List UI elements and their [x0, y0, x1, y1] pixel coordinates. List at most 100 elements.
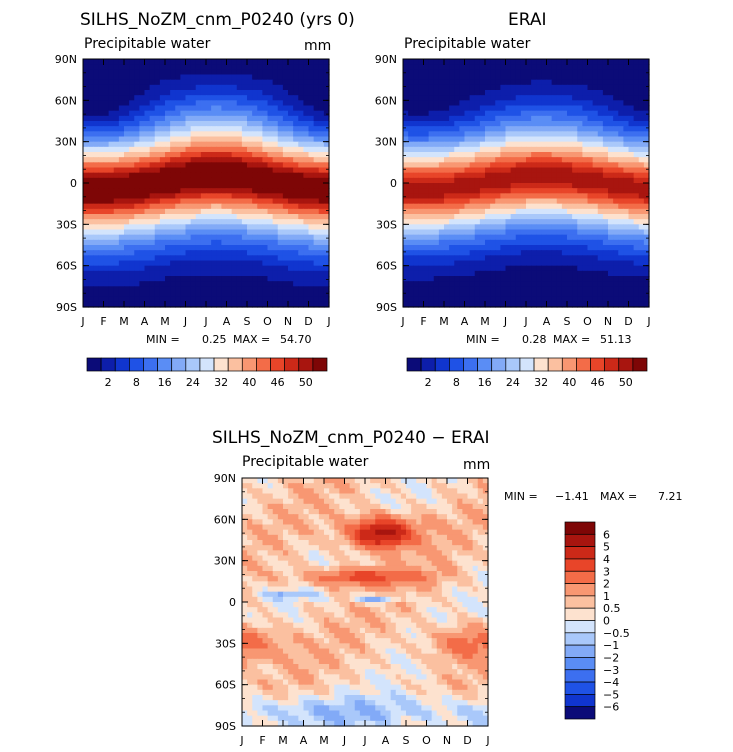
field-cell — [403, 90, 409, 96]
field-cell — [221, 291, 228, 298]
field-cell — [592, 245, 599, 251]
field-cell — [190, 121, 197, 127]
field-cell — [413, 296, 419, 303]
field-cell — [329, 478, 335, 484]
field-cell — [298, 172, 304, 179]
field-cell — [165, 296, 171, 303]
field-cell — [293, 483, 299, 489]
field-cell — [536, 141, 542, 148]
field-cell — [226, 105, 233, 112]
field-cell — [165, 260, 171, 267]
field-cell — [323, 286, 330, 293]
field-cell — [500, 126, 507, 132]
field-cell — [551, 79, 558, 86]
field-cell — [282, 193, 289, 200]
field-cell — [403, 198, 409, 205]
field-cell — [226, 208, 233, 215]
field-cell — [288, 69, 294, 76]
field-cell — [592, 286, 599, 293]
field-cell — [597, 198, 604, 205]
field-cell — [520, 219, 527, 225]
field-cell — [444, 219, 450, 225]
field-cell — [618, 203, 624, 210]
field-cell — [149, 255, 156, 262]
field-cell — [149, 121, 156, 127]
field-cell — [520, 69, 527, 76]
field-cell — [638, 121, 645, 127]
field-cell — [628, 250, 635, 256]
field-cell — [546, 177, 553, 184]
field-cell — [505, 79, 512, 86]
field-cell — [231, 110, 238, 117]
field-cell — [303, 270, 310, 277]
field-cell — [134, 79, 140, 86]
field-cell — [469, 250, 476, 256]
field-cell — [526, 229, 532, 236]
field-cell — [134, 245, 140, 251]
field-cell — [113, 172, 120, 179]
field-cell — [515, 234, 522, 241]
field-cell — [464, 59, 471, 65]
field-cell — [216, 260, 222, 267]
field-cell — [582, 219, 589, 225]
field-cell — [226, 281, 233, 287]
field-cell — [118, 172, 125, 179]
field-cell — [597, 69, 604, 76]
field-cell — [567, 229, 573, 236]
field-cell — [413, 270, 419, 277]
field-cell — [413, 198, 419, 205]
field-cell — [303, 219, 310, 225]
field-cell — [403, 234, 409, 241]
field-cell — [541, 229, 548, 236]
field-cell — [633, 193, 640, 200]
field-cell — [303, 95, 310, 101]
field-cell — [454, 214, 460, 220]
field-cell — [159, 296, 166, 303]
field-cell — [200, 121, 207, 127]
field-cell — [221, 301, 228, 308]
field-cell — [479, 172, 486, 179]
field-cell — [221, 245, 228, 251]
field-cell — [113, 167, 120, 174]
field-cell — [98, 90, 105, 96]
field-cell — [267, 121, 274, 127]
field-cell — [113, 188, 120, 194]
field-cell — [572, 90, 578, 96]
field-cell — [572, 64, 578, 70]
field-cell — [613, 270, 619, 277]
field-cell — [444, 214, 450, 220]
field-cell — [195, 146, 202, 153]
field-cell — [490, 301, 496, 308]
field-cell — [242, 483, 248, 489]
field-cell — [597, 172, 604, 179]
field-cell — [103, 172, 110, 179]
field-cell — [293, 183, 299, 189]
field-cell — [118, 265, 125, 272]
field-cell — [592, 214, 599, 220]
field-cell — [88, 146, 94, 153]
field-cell — [165, 219, 171, 225]
field-cell — [216, 188, 222, 194]
field-cell — [582, 126, 589, 132]
field-cell — [200, 136, 207, 143]
field-cell — [551, 121, 558, 127]
field-cell — [561, 265, 568, 272]
field-cell — [206, 64, 212, 70]
field-cell — [293, 141, 299, 148]
field-cell — [428, 183, 435, 189]
field-cell — [298, 286, 304, 293]
field-cell — [129, 152, 135, 158]
field-cell — [108, 265, 115, 272]
field-cell — [526, 250, 532, 256]
field-cell — [536, 250, 542, 256]
field-cell — [93, 90, 99, 96]
field-cell — [318, 110, 325, 117]
x-tick-label: F — [420, 315, 426, 328]
field-cell — [531, 245, 537, 251]
field-cell — [495, 214, 501, 220]
field-cell — [495, 239, 501, 246]
field-cell — [505, 286, 512, 293]
field-cell — [272, 115, 279, 122]
panel-model: SILHS_NoZM_cnm_P0240 (yrs 0) Precipitabl… — [55, 10, 355, 389]
field-cell — [592, 177, 599, 184]
